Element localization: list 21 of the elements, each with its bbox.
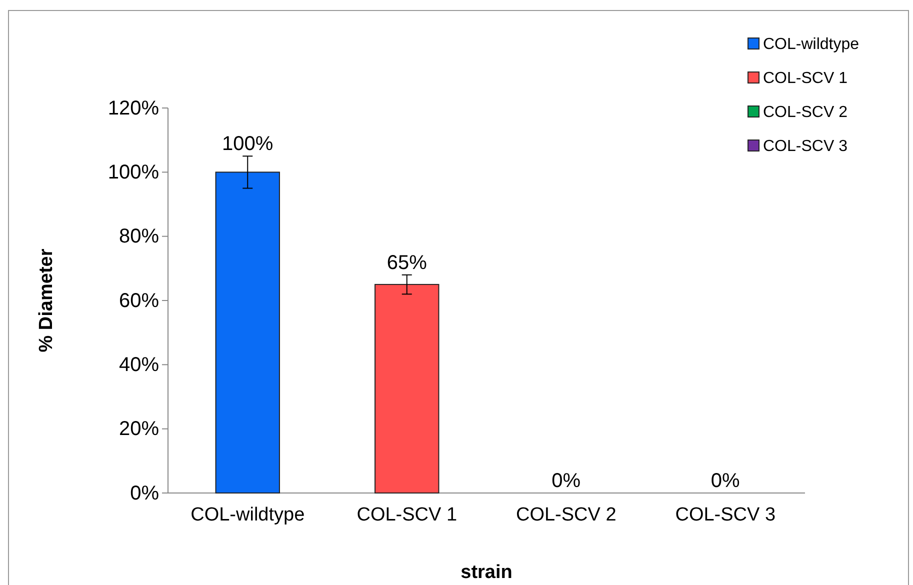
x-axis-title: strain (460, 562, 512, 583)
x-tick-label: COL-wildtype (190, 504, 305, 526)
y-axis-title: % Diameter (36, 248, 57, 352)
y-tick-label: 20% (118, 418, 160, 440)
y-tick-label: 120% (108, 97, 160, 120)
y-tick-label: 80% (118, 226, 160, 248)
y-tick-label: 0% (130, 482, 160, 504)
x-tick-label: COL-SCV 2 (516, 504, 616, 526)
legend-label: COL-SCV 1 (763, 70, 848, 87)
data-label: 0% (710, 470, 740, 492)
y-tick-label: 40% (118, 354, 160, 376)
legend-label: COL-SCV 3 (763, 138, 848, 155)
legend-label: COL-wildtype (763, 36, 860, 53)
data-label: 65% (386, 252, 428, 274)
y-tick-label: 60% (118, 290, 160, 312)
data-label: 0% (552, 470, 581, 492)
legend-label: COL-SCV 2 (763, 104, 848, 121)
data-label: 100% (222, 133, 274, 156)
x-tick-label: COL-SCV 1 (356, 504, 458, 526)
x-tick-label: COL-SCV 3 (675, 504, 776, 526)
y-tick-label: 100% (108, 162, 160, 184)
